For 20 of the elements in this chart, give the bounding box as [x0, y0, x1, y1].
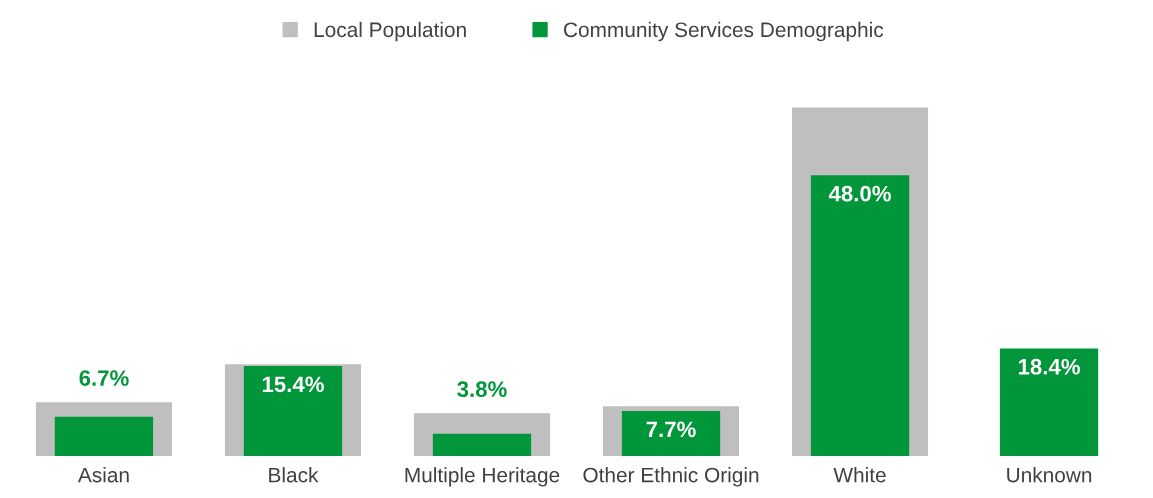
bar — [999, 348, 1099, 456]
legend-label: Local Population — [314, 21, 466, 42]
data-label: 7.7% — [646, 421, 696, 438]
data-label: 18.4% — [1018, 358, 1080, 375]
data-label: 6.7% — [79, 370, 129, 386]
x-tick-label: Other Ethnic Origin — [583, 467, 759, 487]
x-tick-label: Multiple Heritage — [405, 467, 560, 487]
bar — [810, 175, 910, 456]
bar — [243, 365, 343, 456]
data-label: 48.0% — [828, 185, 891, 202]
data-label: 3.8% — [457, 381, 507, 398]
bar — [54, 416, 154, 456]
x-tick-label: Unknown — [1007, 467, 1092, 483]
x-tick-label: Asian — [77, 467, 129, 483]
legend-label: Community Services Demographic — [564, 21, 884, 42]
data-label: 15.4% — [262, 376, 324, 393]
bar — [432, 433, 532, 456]
bar — [621, 410, 721, 456]
x-tick-label: White — [833, 467, 886, 483]
x-tick-label: Black — [269, 467, 319, 483]
